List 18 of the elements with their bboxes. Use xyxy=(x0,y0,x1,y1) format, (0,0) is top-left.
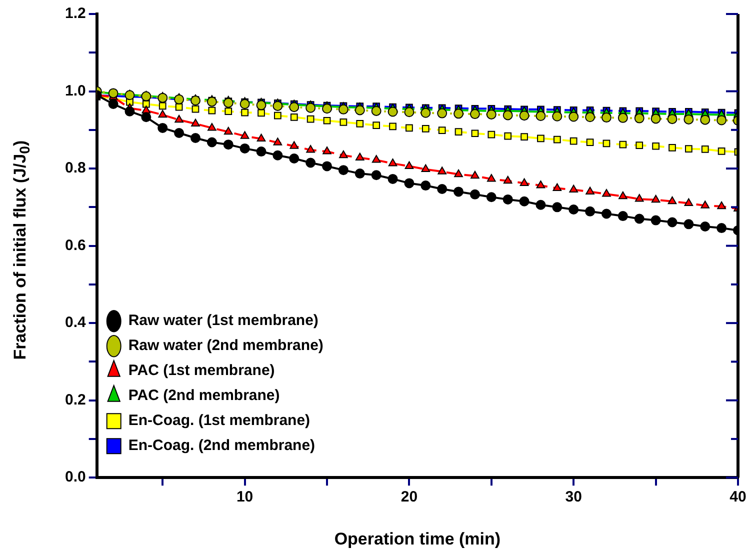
legend-label: PAC (1st membrane) xyxy=(128,362,275,380)
x-axis-title: Operation time (min) xyxy=(334,529,501,548)
legend-label: Raw water (1st membrane) xyxy=(128,312,318,330)
y-tick-label: 0.0 xyxy=(64,468,86,486)
legend-label: Raw water (2nd membrane) xyxy=(128,337,324,354)
y-tick-label: 0.6 xyxy=(64,236,86,254)
y-tick-label: 0.2 xyxy=(64,391,86,408)
x-tick-label: 20 xyxy=(400,488,418,506)
legend-label: En-Coag. (2nd membrane) xyxy=(128,437,316,454)
y-tick-label: 1.0 xyxy=(64,82,86,100)
x-tick-label: 10 xyxy=(236,488,254,506)
legend-label: En-Coag. (1st membrane) xyxy=(128,412,310,430)
x-tick-label: 30 xyxy=(565,488,582,506)
x-tick-label: 40 xyxy=(730,488,746,506)
y-tick-label: 1.2 xyxy=(64,5,86,22)
y-tick-label: 0.4 xyxy=(64,314,86,332)
y-tick-label: 0.8 xyxy=(64,160,86,177)
legend-label: PAC (2nd membrane) xyxy=(128,387,280,404)
